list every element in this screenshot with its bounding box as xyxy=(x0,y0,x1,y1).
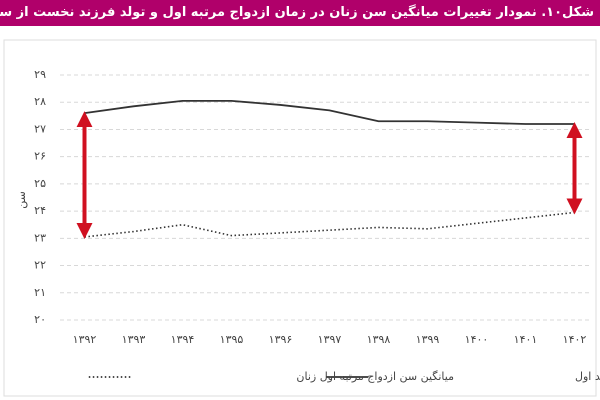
x-tick-label: ۱۳۹۴ xyxy=(171,333,195,346)
series-line xyxy=(84,211,575,238)
y-tick-label: ۲۴ xyxy=(34,204,46,217)
y-tick-label: ۲۰ xyxy=(34,313,46,326)
legend-label: میانگین سن ازدواج مرتبه اول زنان xyxy=(296,370,454,383)
x-tick-label: ۱۳۹۸ xyxy=(367,333,391,346)
x-tick-label: ۱۳۹۲ xyxy=(73,333,97,346)
x-tick-label: ۱۳۹۵ xyxy=(220,333,244,346)
x-tick-label: ۱۴۰۰ xyxy=(465,333,489,346)
y-axis-label: سن xyxy=(15,191,28,209)
x-tick-label: ۱۳۹۷ xyxy=(318,333,342,346)
y-tick-label: ۲۸ xyxy=(34,95,46,108)
x-tick-label: ۱۳۹۳ xyxy=(122,333,146,346)
y-tick-label: ۲۱ xyxy=(34,286,46,299)
series-line xyxy=(84,99,575,125)
x-tick-label: ۱۴۰۱ xyxy=(514,333,538,346)
y-tick-label: ۲۲ xyxy=(34,259,46,272)
frame xyxy=(3,39,597,397)
y-tick-label: ۲۷ xyxy=(34,122,46,135)
x-tick-label: ۱۳۹۶ xyxy=(269,333,293,346)
y-tick-label: ۲۵ xyxy=(34,177,46,190)
y-tick-label: ۲۳ xyxy=(34,231,46,244)
y-tick-label: ۲۹ xyxy=(34,68,46,81)
chart-title: شکل۱۰. نمودار تغییرات میانگین سن زنان در… xyxy=(0,0,600,26)
y-tick-label: ۲۶ xyxy=(34,150,46,163)
legend-label: میانگین سن مادران در زمان تولد فرزند اول xyxy=(575,370,600,383)
x-tick-label: ۱۳۹۹ xyxy=(416,333,440,346)
x-tick-label: ۱۴۰۲ xyxy=(563,333,587,346)
